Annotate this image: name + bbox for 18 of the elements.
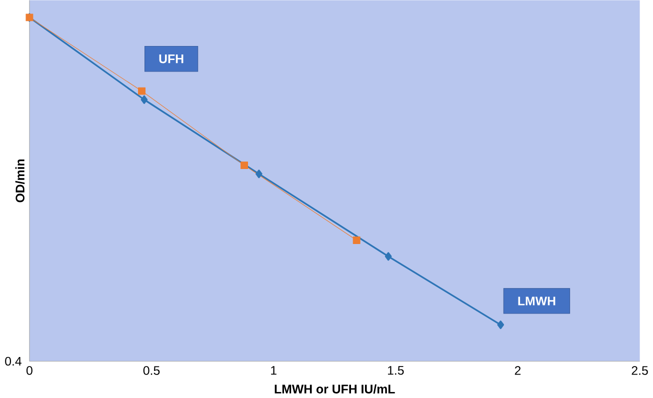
point [497,320,504,329]
text: 0.4 [5,356,22,366]
point [256,170,262,178]
x-tick-label: 2 [514,366,521,375]
y-axis-title: OD/min [15,159,25,202]
point [138,87,146,95]
text: UFH [159,54,184,64]
point [140,95,148,104]
x-tick-label: 0 [26,366,32,375]
point [240,161,248,169]
x-tick-label: 1.5 [388,366,404,375]
point [352,236,360,244]
x-tick-label: 0.5 [143,366,160,375]
x-tick-label: 1 [271,366,276,375]
series-label: LMWH [518,296,556,306]
x-tick-label: 2.5 [632,366,648,375]
point [384,252,392,261]
x-axis-title: LMWH or UFH IU/mL [274,384,395,394]
